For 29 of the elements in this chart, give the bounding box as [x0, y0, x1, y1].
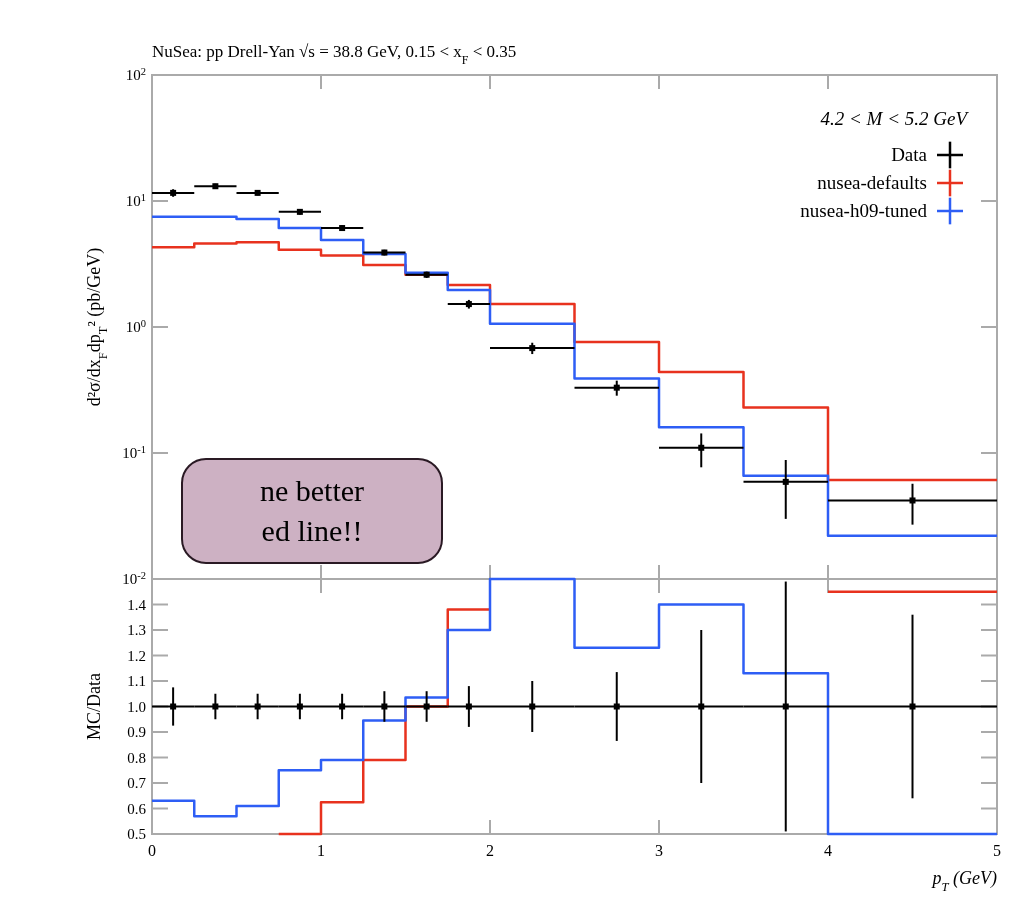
- y-tick-label: 0.5: [127, 826, 146, 842]
- x-axis-title: p$_{T}$ (GeV): [930, 868, 997, 894]
- y-tick-label: 10$^{1}$: [125, 191, 146, 209]
- x-tick-label: 5: [993, 842, 1001, 859]
- y-tick-label: 10$^{-1}$: [122, 443, 146, 461]
- legend-label: nusea-h09-tuned: [800, 200, 928, 221]
- y-tick-label: 1.0: [127, 698, 146, 715]
- y-tick-label: 10$^{-2}$: [122, 569, 146, 587]
- y-tick-label: 10$^{2}$: [125, 65, 146, 83]
- legend-label: Data: [891, 144, 928, 165]
- x-tick-label: 4: [824, 842, 832, 859]
- y-tick-label: 0.8: [127, 749, 146, 766]
- x-tick-label: 1: [317, 842, 325, 859]
- x-tick-label: 0: [148, 842, 156, 859]
- annotation: ne better ed line!!: [259, 474, 365, 547]
- y-tick-label: 0.7: [127, 775, 147, 791]
- legend-title: 4.2 < M < 5.2 GeV: [820, 108, 970, 129]
- x-tick-label: 3: [655, 842, 663, 859]
- y-tick-label: 1.3: [127, 622, 146, 638]
- y-tick-label: 0.6: [127, 800, 147, 817]
- y-axis-title: MC/Data: [84, 673, 104, 740]
- chart-title: NuSea: pp Drell-Yan √s = 38.8 GeV, 0.15 < x$_{F}$ < 0.35: [152, 42, 517, 67]
- y-tick-label: 1.4: [127, 596, 147, 613]
- y-tick-label: 0.9: [127, 724, 146, 740]
- legend-label: nusea-defaults: [817, 172, 927, 193]
- y-tick-label: 1.1: [127, 673, 146, 689]
- x-tick-label: 2: [486, 842, 494, 859]
- y-tick-label: 10$^{0}$: [125, 317, 146, 335]
- y-tick-label: 1.2: [127, 647, 146, 664]
